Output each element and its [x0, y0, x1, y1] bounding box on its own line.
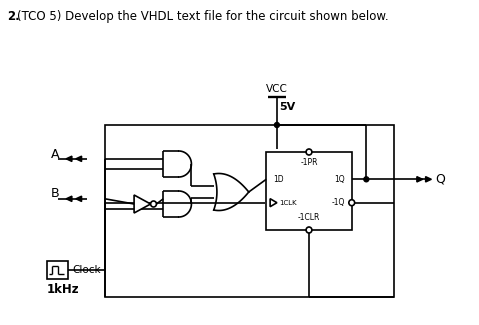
Circle shape	[306, 149, 312, 155]
Polygon shape	[134, 195, 150, 213]
Polygon shape	[66, 196, 72, 202]
Bar	[266, 152, 352, 230]
Text: 1CLK: 1CLK	[279, 200, 297, 206]
Text: 5V: 5V	[279, 102, 295, 112]
Circle shape	[306, 227, 312, 233]
Polygon shape	[76, 156, 81, 162]
Text: 1Q: 1Q	[334, 175, 345, 184]
Circle shape	[364, 177, 369, 182]
Text: A: A	[50, 148, 59, 161]
Text: -1PR: -1PR	[300, 158, 318, 167]
Polygon shape	[76, 196, 81, 202]
Polygon shape	[270, 199, 277, 207]
Text: Clock: Clock	[72, 265, 101, 275]
Text: VCC: VCC	[266, 84, 288, 94]
Polygon shape	[425, 176, 432, 182]
Bar	[46, 261, 68, 279]
Circle shape	[150, 201, 157, 207]
Text: B: B	[50, 187, 59, 200]
Text: -1Q: -1Q	[331, 198, 345, 207]
Polygon shape	[66, 156, 72, 162]
Text: 1kHz: 1kHz	[46, 283, 79, 296]
Polygon shape	[417, 176, 422, 182]
Text: Q: Q	[435, 173, 445, 186]
Bar	[105, 125, 394, 297]
Circle shape	[349, 200, 354, 206]
Text: 1D: 1D	[273, 175, 284, 184]
Text: (TCO 5) Develop the VHDL text file for the circuit shown below.: (TCO 5) Develop the VHDL text file for t…	[16, 10, 388, 23]
Text: -1CLR: -1CLR	[298, 213, 320, 222]
Circle shape	[274, 123, 279, 127]
Text: 2.: 2.	[7, 10, 20, 23]
